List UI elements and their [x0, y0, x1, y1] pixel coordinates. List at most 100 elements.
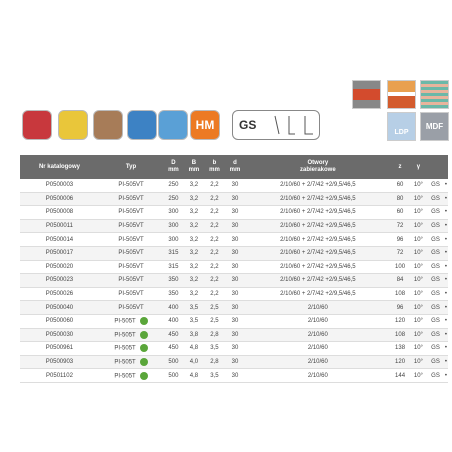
table-cell: 500 — [163, 355, 184, 370]
cell-text: 2,2 — [210, 250, 219, 257]
cell-text: 72 — [396, 223, 404, 230]
table-cell: 3,2 — [183, 273, 205, 288]
mdf-label: MDF — [425, 122, 444, 131]
cell-text: 30 — [231, 195, 239, 202]
table-row: P0500023 PI-505VT 350 3,2 2,2 30 2/10/60 + 2/7… — [20, 273, 448, 288]
cell-text: PI-505VT — [118, 250, 144, 257]
cell-text: 60 — [396, 209, 404, 216]
table-cell: P0500030 — [20, 328, 99, 343]
table-row: P0500017 PI-505VT 315 3,2 2,2 30 2/10/60 + 2/7… — [20, 246, 448, 261]
table-cell: 10° — [409, 273, 428, 288]
table-cell: 300 — [163, 232, 184, 247]
cell-text: • — [444, 318, 447, 325]
cell-text: 300 — [168, 209, 179, 216]
cell-text: 144 — [395, 372, 406, 379]
table-cell: GS — [427, 300, 444, 315]
table-cell: 3,5 — [204, 368, 225, 383]
cell-text: 30 — [231, 250, 239, 257]
cell-text: GS — [431, 236, 440, 243]
cell-text: 500 — [168, 372, 179, 379]
cell-text: P0500008 — [45, 209, 74, 216]
table-cell: GS — [427, 314, 444, 329]
cell-text: PI-505VT — [118, 182, 144, 189]
cell-text: P0500961 — [45, 345, 74, 352]
table-cell: PI-505T — [98, 368, 164, 383]
silent-icon — [139, 344, 148, 353]
table-cell: 10° — [409, 287, 428, 302]
cell-text: 10° — [413, 250, 423, 257]
cell-text: 2,2 — [210, 291, 219, 298]
table-cell: 10° — [409, 300, 428, 315]
table-cell: P0500023 — [20, 273, 99, 288]
table-cell: P0501102 — [20, 368, 99, 383]
cell-text: 4,0 — [189, 359, 199, 366]
material-ldp: LDP — [387, 112, 416, 141]
cell-text: 3,2 — [189, 195, 199, 202]
cell-text: 2/10/60 + 2/7/42 +2/9,5/46,5 — [280, 182, 356, 189]
table-cell: 450 — [163, 341, 184, 356]
cell-text: 108 — [395, 291, 406, 298]
table-row: P0500006 PI-505VT 250 3,2 2,2 30 2/10/60 + 2/7… — [20, 192, 448, 207]
table-row: P0500040 PI-505VT 400 3,5 2,5 30 2/10/60 96 10° G… — [20, 300, 448, 315]
cell-text: 2/10/60 — [307, 372, 328, 379]
table-cell: GS — [427, 328, 444, 343]
cell-text: 3,2 — [189, 182, 199, 189]
cell-text: 30 — [231, 345, 239, 352]
cell-text: 10° — [413, 209, 423, 216]
cell-text: • — [444, 372, 447, 379]
cell-text: • — [444, 223, 447, 230]
cell-text: 30 — [231, 291, 239, 298]
table-cell: 96 — [390, 232, 410, 247]
cell-text: • — [444, 236, 447, 243]
cell-text: 30 — [231, 236, 239, 243]
table-cell: 3,5 — [204, 341, 225, 356]
header-text: Nr katalogowy — [38, 163, 80, 170]
cell-text: 10° — [413, 372, 423, 379]
table-cell: GS — [427, 287, 444, 302]
table-cell: 10° — [409, 355, 428, 370]
header-cell — [427, 155, 444, 179]
cell-text: 96 — [396, 304, 404, 311]
header-cell: d mm — [224, 155, 246, 179]
table-cell: 30 — [224, 314, 246, 329]
table-cell: 30 — [224, 219, 246, 234]
table-cell: 350 — [163, 287, 184, 302]
table-cell: 300 — [163, 219, 184, 234]
table-cell: 10° — [409, 219, 428, 234]
cell-text: 3,2 — [189, 263, 199, 270]
cell-text: 2/10/60 + 2/7/42 +2/9,5/46,5 — [280, 195, 356, 202]
table-cell: 2/10/60 + 2/7/42 +2/9,5/46,5 — [245, 232, 391, 247]
table-cell: PI-505VT — [98, 232, 164, 247]
cell-text: P0500040 — [45, 304, 74, 311]
cell-text: 2/10/60 — [307, 331, 328, 338]
cell-text: P0500020 — [45, 263, 74, 270]
table-cell: • — [443, 300, 448, 315]
table-cell: GS — [427, 232, 444, 247]
table-cell: 2/10/60 — [245, 300, 391, 315]
cell-text: 2/10/60 + 2/7/42 +2/9,5/46,5 — [280, 223, 356, 230]
table-cell: 2/10/60 + 2/7/42 +2/9,5/46,5 — [245, 192, 391, 207]
cell-text: P0500011 — [46, 223, 73, 230]
header-text: γ — [416, 163, 421, 170]
table-cell: 3,5 — [183, 314, 205, 329]
cell-text: 2/10/60 + 2/7/42 +2/9,5/46,5 — [280, 236, 356, 243]
table-cell: 3,5 — [183, 300, 205, 315]
gs-drawing — [274, 115, 313, 135]
table-cell: P0500903 — [20, 355, 99, 370]
cell-text: 300 — [168, 236, 179, 243]
table-cell: GS — [427, 341, 444, 356]
cell-text: GS — [431, 263, 440, 270]
cell-text: • — [444, 331, 447, 338]
table-cell: PI-505VT — [98, 192, 164, 207]
cell-text: 2/10/60 — [307, 304, 328, 311]
table-cell: PI-505VT — [98, 273, 164, 288]
table-cell: 2/10/60 + 2/7/42 +2/9,5/46,5 — [245, 205, 391, 220]
header-text: Typ — [125, 163, 137, 170]
table-row: P0500060 PI-505T 400 3,5 2,5 30 2/10/60 120 10° G… — [20, 314, 448, 329]
cell-text: • — [444, 182, 447, 189]
cell-text: 2,5 — [210, 318, 219, 325]
table-cell: 2,2 — [204, 260, 225, 275]
table-cell: 2,2 — [204, 205, 225, 220]
table-cell: P0500003 — [20, 179, 99, 193]
table-cell: 30 — [224, 192, 246, 207]
